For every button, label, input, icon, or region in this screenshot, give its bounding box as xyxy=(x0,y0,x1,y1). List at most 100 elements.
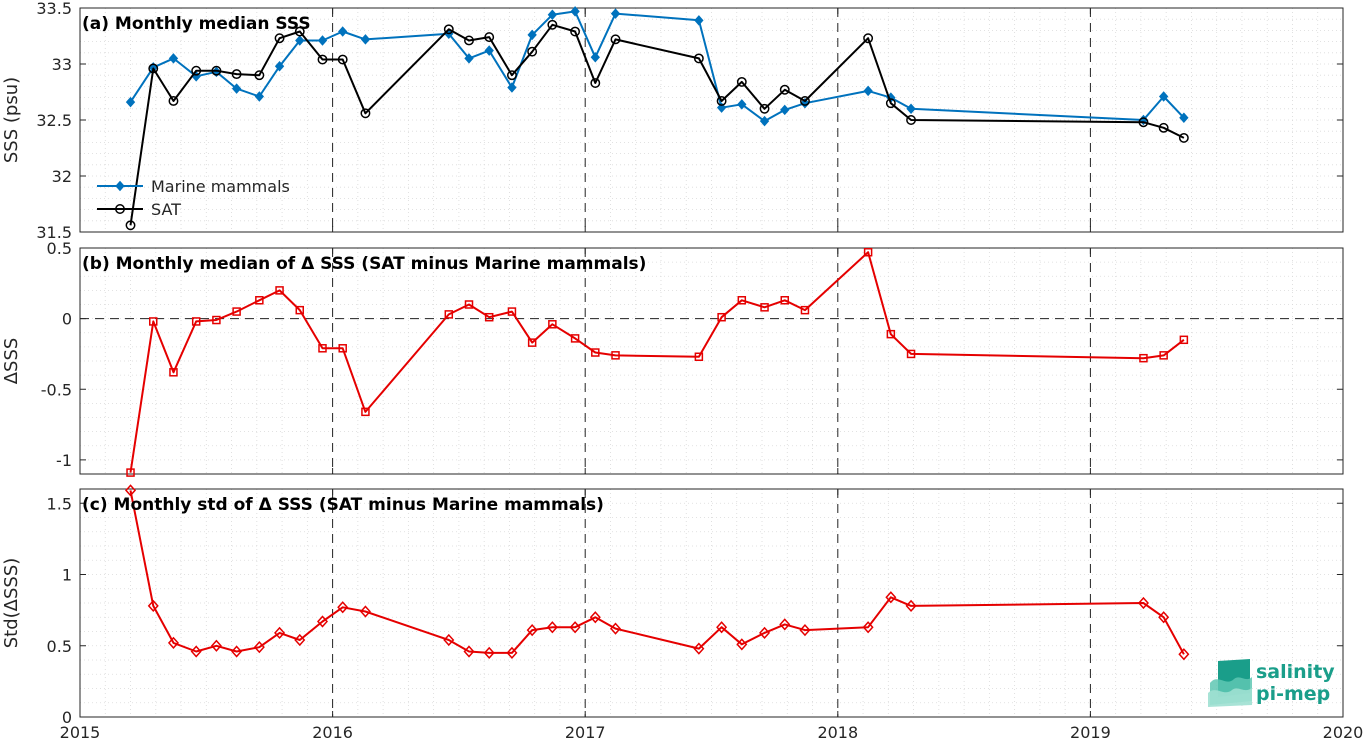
data-point xyxy=(611,351,620,360)
data-point xyxy=(906,349,916,359)
data-point xyxy=(885,591,897,604)
data-point xyxy=(464,35,474,46)
y-tick-label: 0 xyxy=(62,310,72,329)
data-point xyxy=(736,76,747,87)
data-point xyxy=(1178,132,1189,143)
y-tick-label: -0.5 xyxy=(41,380,72,399)
data-point xyxy=(1178,648,1190,661)
y-axis-label: ΔSSS xyxy=(1,338,22,385)
data-point xyxy=(361,407,370,417)
data-point xyxy=(168,53,179,64)
data-point xyxy=(1138,117,1149,128)
data-point xyxy=(231,69,242,80)
panel-title: (a) Monthly median SSS xyxy=(82,14,311,34)
data-point xyxy=(610,34,621,45)
data-point xyxy=(569,621,581,634)
data-point xyxy=(591,348,600,357)
panel-title: (c) Monthly std of Δ SSS (SAT minus Mari… xyxy=(82,495,604,515)
data-point xyxy=(338,26,348,37)
y-tick-label: 0.5 xyxy=(47,637,72,656)
x-tick-label: 2020 xyxy=(1323,723,1364,742)
data-point xyxy=(780,104,790,116)
data-point xyxy=(464,53,474,64)
data-point xyxy=(693,53,704,64)
data-point xyxy=(360,34,371,45)
data-point xyxy=(507,82,517,93)
legend-label: Marine mammals xyxy=(151,177,290,196)
data-point xyxy=(527,46,538,57)
data-point xyxy=(1158,91,1169,102)
data-point xyxy=(527,338,537,347)
data-point xyxy=(125,96,136,108)
data-point xyxy=(759,115,770,127)
data-point xyxy=(253,641,265,654)
data-point xyxy=(589,611,601,624)
data-point xyxy=(800,305,810,315)
data-point xyxy=(737,99,747,110)
data-point xyxy=(906,103,916,115)
data-point xyxy=(115,180,125,192)
data-point xyxy=(484,45,494,56)
data-point xyxy=(527,29,537,41)
data-point xyxy=(212,315,221,325)
data-point xyxy=(483,646,495,659)
data-point xyxy=(716,621,728,634)
data-point xyxy=(126,468,135,477)
data-point xyxy=(294,26,305,37)
data-point xyxy=(274,33,285,44)
legend-label: SAT xyxy=(151,200,181,219)
x-tick-label: 2018 xyxy=(817,723,858,742)
data-point xyxy=(115,204,125,214)
data-point xyxy=(232,307,241,316)
y-tick-label: 32.5 xyxy=(36,111,72,130)
logo-text-salinity: salinity xyxy=(1256,661,1335,683)
data-point xyxy=(570,6,580,17)
y-tick-label: 33.5 xyxy=(36,0,72,18)
data-point xyxy=(526,623,538,637)
data-point xyxy=(1158,611,1170,624)
data-point xyxy=(211,65,222,76)
data-layer xyxy=(97,6,1190,661)
y-tick-label: 0 xyxy=(62,708,72,727)
data-point xyxy=(168,96,179,106)
y-tick-label: 33 xyxy=(52,55,72,74)
data-point xyxy=(317,35,328,46)
series-line xyxy=(129,23,1185,226)
data-point xyxy=(295,35,305,46)
data-point xyxy=(318,344,327,353)
data-point xyxy=(885,98,896,109)
data-point xyxy=(547,19,558,30)
data-point xyxy=(1137,596,1149,610)
data-point xyxy=(359,605,371,618)
axes-box xyxy=(79,247,1344,475)
data-point xyxy=(444,310,454,319)
data-point xyxy=(507,307,517,316)
data-point xyxy=(546,621,558,634)
x-tick-label: 2017 xyxy=(565,723,606,742)
data-point xyxy=(547,9,558,20)
data-point xyxy=(506,646,518,659)
data-point xyxy=(717,312,726,322)
data-point xyxy=(484,32,495,43)
data-point xyxy=(169,368,178,377)
data-point xyxy=(254,91,265,102)
data-point xyxy=(863,247,873,257)
data-point xyxy=(231,83,242,94)
data-point xyxy=(1159,351,1168,360)
data-point xyxy=(759,626,771,640)
data-point xyxy=(694,352,704,362)
salinity-pi-mep-logo: salinity pi-mep xyxy=(1208,659,1335,707)
data-point xyxy=(862,621,874,634)
y-axis-label: SSS (psu) xyxy=(1,77,22,163)
series-line xyxy=(129,251,1185,473)
y-axis-label: Std(ΔSSS) xyxy=(1,558,22,649)
logo-text-pi-mep: pi-mep xyxy=(1256,683,1330,705)
data-point xyxy=(590,52,600,63)
data-point xyxy=(125,220,136,231)
data-point xyxy=(1139,353,1148,363)
data-point xyxy=(548,320,557,329)
y-tick-label: 1 xyxy=(62,566,72,585)
data-point xyxy=(294,633,306,647)
data-point xyxy=(337,54,348,65)
